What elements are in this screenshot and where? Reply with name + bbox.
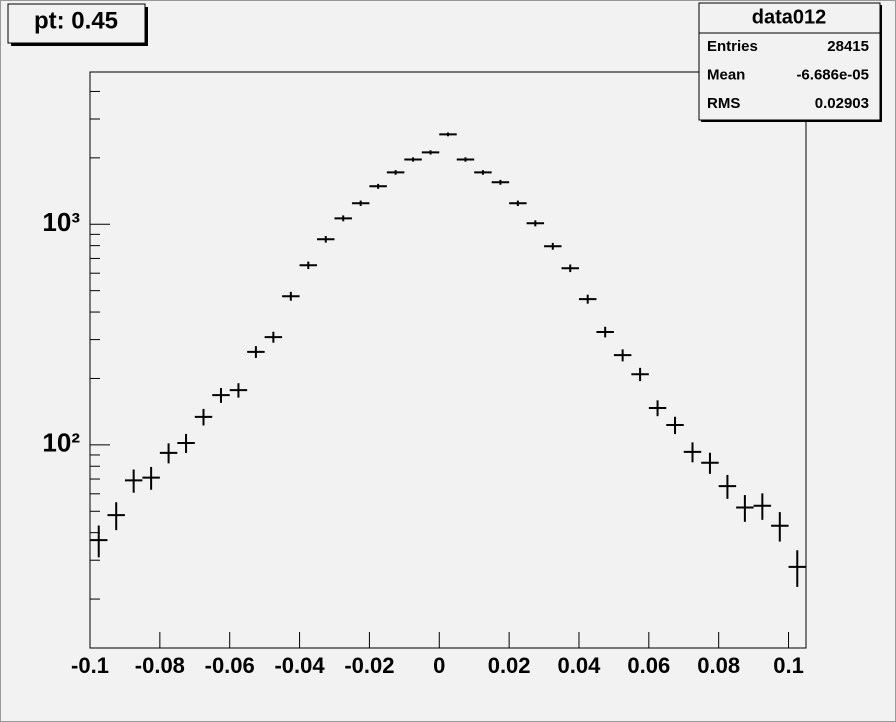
x-tick-label: 0.02: [488, 653, 531, 678]
x-tick-label: -0.1: [71, 653, 109, 678]
x-tick-label: 0.04: [558, 653, 602, 678]
x-tick-label: -0.04: [274, 653, 325, 678]
stats-value: -6.686e-05: [796, 66, 869, 83]
x-tick-label: -0.08: [135, 653, 185, 678]
stats-value: 28415: [827, 38, 869, 55]
stats-label: Entries: [707, 38, 758, 55]
chart-title: pt: 0.45: [34, 7, 118, 34]
x-tick-label: -0.02: [344, 653, 394, 678]
stats-label: Mean: [707, 66, 745, 83]
title-box: [7, 3, 146, 44]
y-tick-label: 10²: [42, 428, 80, 458]
x-tick-label: 0: [433, 653, 445, 678]
x-tick-label: 0.1: [773, 653, 804, 678]
stats-title: data012: [752, 6, 827, 28]
stats-label: RMS: [707, 95, 740, 112]
x-tick-label: 0.08: [697, 653, 740, 678]
y-tick-label: 10³: [42, 207, 80, 237]
frame: [89, 71, 807, 649]
x-tick-label: 0.06: [627, 653, 670, 678]
stats-box: [698, 2, 881, 121]
stats-value: 0.02903: [815, 95, 869, 112]
x-tick-label: -0.06: [205, 653, 255, 678]
